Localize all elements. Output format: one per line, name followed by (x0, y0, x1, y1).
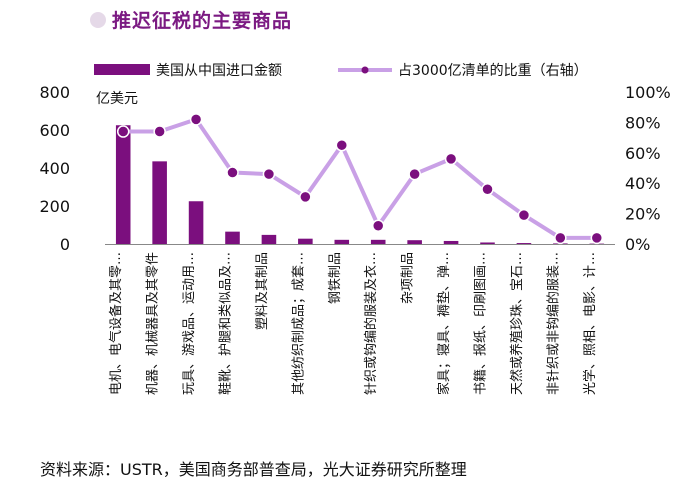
category-label: 针织或钩编的服装及衣… (363, 252, 379, 395)
category-label: 杂项制品 (401, 252, 416, 304)
bar (115, 125, 131, 244)
right-tick-label: 100% (625, 83, 671, 102)
category-label: 非针织或非钩编的服装… (545, 252, 561, 395)
chart: 美国从中国进口金额 占3000亿清单的比重（右轴） 0 200 400 600 800 亿美元… (39, 63, 671, 395)
right-tick-label: 60% (625, 144, 661, 163)
line-marker (590, 231, 604, 245)
line-marker (226, 166, 239, 179)
line-marker (481, 183, 494, 196)
legend-line-label: 占3000亿清单的比重（右轴） (398, 63, 588, 79)
bar (152, 161, 167, 244)
line-marker (116, 125, 130, 138)
right-tick-label: 0% (625, 235, 650, 254)
category-label: 家具；寝具、褥垫、弹… (436, 252, 452, 395)
left-tick-label: 600 (39, 121, 70, 140)
category-label: 机器、机械器具及其零件 (146, 252, 161, 395)
legend-bar-label: 美国从中国进口金额 (156, 63, 282, 79)
category-label: 鞋靴、护腿和类似品及… (218, 252, 234, 395)
bar (188, 201, 204, 244)
left-axis-unit: 亿美元 (96, 91, 138, 107)
line-marker (335, 138, 349, 152)
left-tick-label: 400 (39, 159, 70, 178)
right-tick-label: 20% (625, 205, 661, 224)
title-decoration-icon (88, 10, 108, 30)
category-label: 塑料及其制品 (255, 252, 270, 330)
line-marker (153, 125, 166, 138)
left-tick-label: 800 (39, 83, 70, 102)
bar (225, 231, 240, 244)
line-marker (371, 219, 385, 233)
bar (407, 240, 422, 244)
category-label: 天然或养殖珍珠、宝石… (509, 252, 525, 395)
left-tick-label: 0 (60, 235, 70, 254)
bar (261, 234, 277, 244)
category-label: 光学、照相、电影、计… (582, 252, 598, 395)
line-marker (189, 113, 203, 126)
chart-title: 推迟征税的主要商品 (112, 10, 293, 32)
category-label: 书籍、报纸、印刷图画… (473, 252, 489, 395)
legend-bar-swatch (94, 64, 150, 75)
right-tick-label: 80% (625, 113, 661, 132)
bar (443, 240, 459, 244)
left-tick-label: 200 (39, 197, 70, 216)
bar (298, 238, 313, 244)
bar (370, 239, 386, 244)
line-marker (517, 208, 531, 222)
bar (480, 242, 495, 244)
line-marker (262, 167, 276, 181)
category-label: 钢铁制品 (328, 252, 343, 304)
line-marker (408, 167, 421, 181)
right-tick-label: 40% (625, 174, 661, 193)
line-marker (554, 231, 567, 245)
line-marker (444, 152, 458, 166)
category-label: 其他纺织制成品；成套… (290, 252, 306, 395)
source-note: 资料来源：USTR，美国商务部普查局，光大证券研究所整理 (40, 460, 467, 479)
legend-line-marker (361, 66, 369, 74)
bar (334, 239, 350, 244)
category-label: 玩具、游戏品、运动用… (182, 252, 197, 395)
bar (516, 243, 532, 244)
line-marker (299, 190, 312, 204)
category-label: 电机、电气设备及其零… (108, 252, 124, 395)
line-series (123, 117, 597, 240)
